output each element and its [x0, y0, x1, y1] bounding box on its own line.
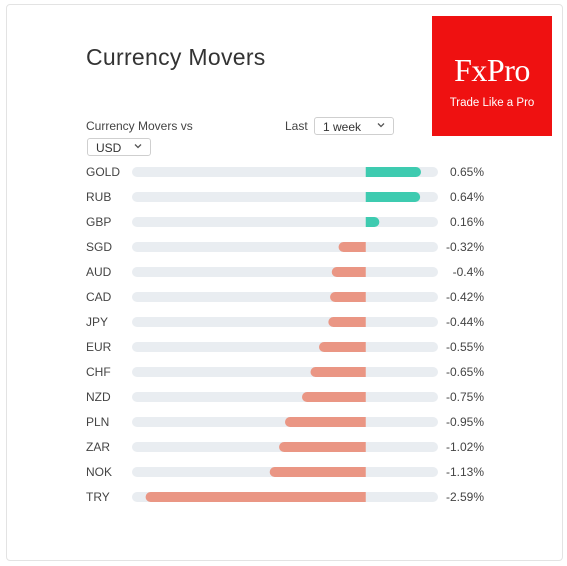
value-label: -0.44% — [446, 315, 484, 329]
bar-gbp — [365, 217, 380, 227]
value-label: -1.13% — [446, 465, 484, 479]
bar-track — [132, 242, 438, 252]
value-label: -0.32% — [446, 240, 484, 254]
bar-row: GBP 0.16% — [86, 215, 484, 229]
value-label: 0.65% — [450, 165, 484, 179]
bar-cad — [330, 292, 366, 302]
currency-label: RUB — [86, 190, 111, 204]
chevron-down-icon — [377, 123, 385, 128]
chevron-down-icon — [134, 144, 142, 149]
currency-label: NZD — [86, 390, 111, 404]
bar-eur — [319, 342, 366, 352]
bar-track — [132, 367, 438, 377]
bar-jpy — [328, 317, 366, 327]
bar-track — [132, 392, 438, 402]
bar-track — [132, 292, 438, 302]
bar-row: CHF -0.65% — [86, 365, 484, 379]
currency-label: AUD — [86, 265, 112, 279]
value-label: -0.4% — [453, 265, 485, 279]
bar-row: AUD -0.4% — [86, 265, 484, 279]
fxpro-logo[interactable]: FxPro Trade Like a Pro — [432, 16, 552, 136]
period-select[interactable]: 1 week — [314, 117, 394, 135]
value-label: -0.42% — [446, 290, 484, 304]
bar-try — [145, 492, 366, 502]
bar-track — [132, 167, 438, 177]
value-label: -0.65% — [446, 365, 484, 379]
bar-track — [132, 267, 438, 277]
bar-aud — [331, 267, 366, 277]
page-title: Currency Movers — [86, 44, 266, 70]
value-label: -1.02% — [446, 440, 484, 454]
period-value: 1 week — [323, 120, 362, 134]
bar-pln — [285, 417, 366, 427]
currency-label: GBP — [86, 215, 111, 229]
bar-track — [132, 317, 438, 327]
bar-row: NOK -1.13% — [86, 465, 484, 479]
bar-chf — [310, 367, 366, 377]
currency-label: ZAR — [86, 440, 110, 454]
value-label: 0.16% — [450, 215, 484, 229]
bar-row: TRY -2.59% — [86, 490, 484, 504]
base-currency-select[interactable]: USD — [87, 138, 151, 156]
bar-track — [132, 217, 438, 227]
movers-vs-label: Currency Movers vs — [86, 119, 193, 133]
base-currency-value: USD — [96, 141, 122, 155]
value-label: 0.64% — [450, 190, 484, 204]
bar-row: PLN -0.95% — [86, 415, 484, 429]
currency-label: CHF — [86, 365, 111, 379]
currency-label: JPY — [86, 315, 108, 329]
bar-row: CAD -0.42% — [86, 290, 484, 304]
bar-row: GOLD 0.65% — [86, 165, 484, 179]
currency-label: TRY — [86, 490, 110, 504]
bar-row: NZD -0.75% — [86, 390, 484, 404]
bar-nok — [269, 467, 366, 477]
value-label: -2.59% — [446, 490, 484, 504]
currency-label: SGD — [86, 240, 112, 254]
logo-brand: FxPro — [454, 52, 530, 88]
bar-zar — [279, 442, 366, 452]
bar-row: ZAR -1.02% — [86, 440, 484, 454]
period-label: Last — [285, 119, 308, 133]
logo-tagline: Trade Like a Pro — [449, 97, 535, 109]
currency-label: PLN — [86, 415, 109, 429]
bar-track — [132, 342, 438, 352]
bar-row: JPY -0.44% — [86, 315, 484, 329]
bar-row: RUB 0.64% — [86, 190, 484, 204]
bar-row: EUR -0.55% — [86, 340, 484, 354]
bar-sgd — [338, 242, 366, 252]
value-label: -0.95% — [446, 415, 484, 429]
bar-row: SGD -0.32% — [86, 240, 484, 254]
currency-label: CAD — [86, 290, 112, 304]
bar-track — [132, 192, 438, 202]
currency-label: GOLD — [86, 165, 120, 179]
value-label: -0.75% — [446, 390, 484, 404]
bar-nzd — [302, 392, 366, 402]
bar-gold — [365, 167, 421, 177]
value-label: -0.55% — [446, 340, 484, 354]
bar-rub — [365, 192, 421, 202]
currency-label: NOK — [86, 465, 112, 479]
currency-label: EUR — [86, 340, 112, 354]
